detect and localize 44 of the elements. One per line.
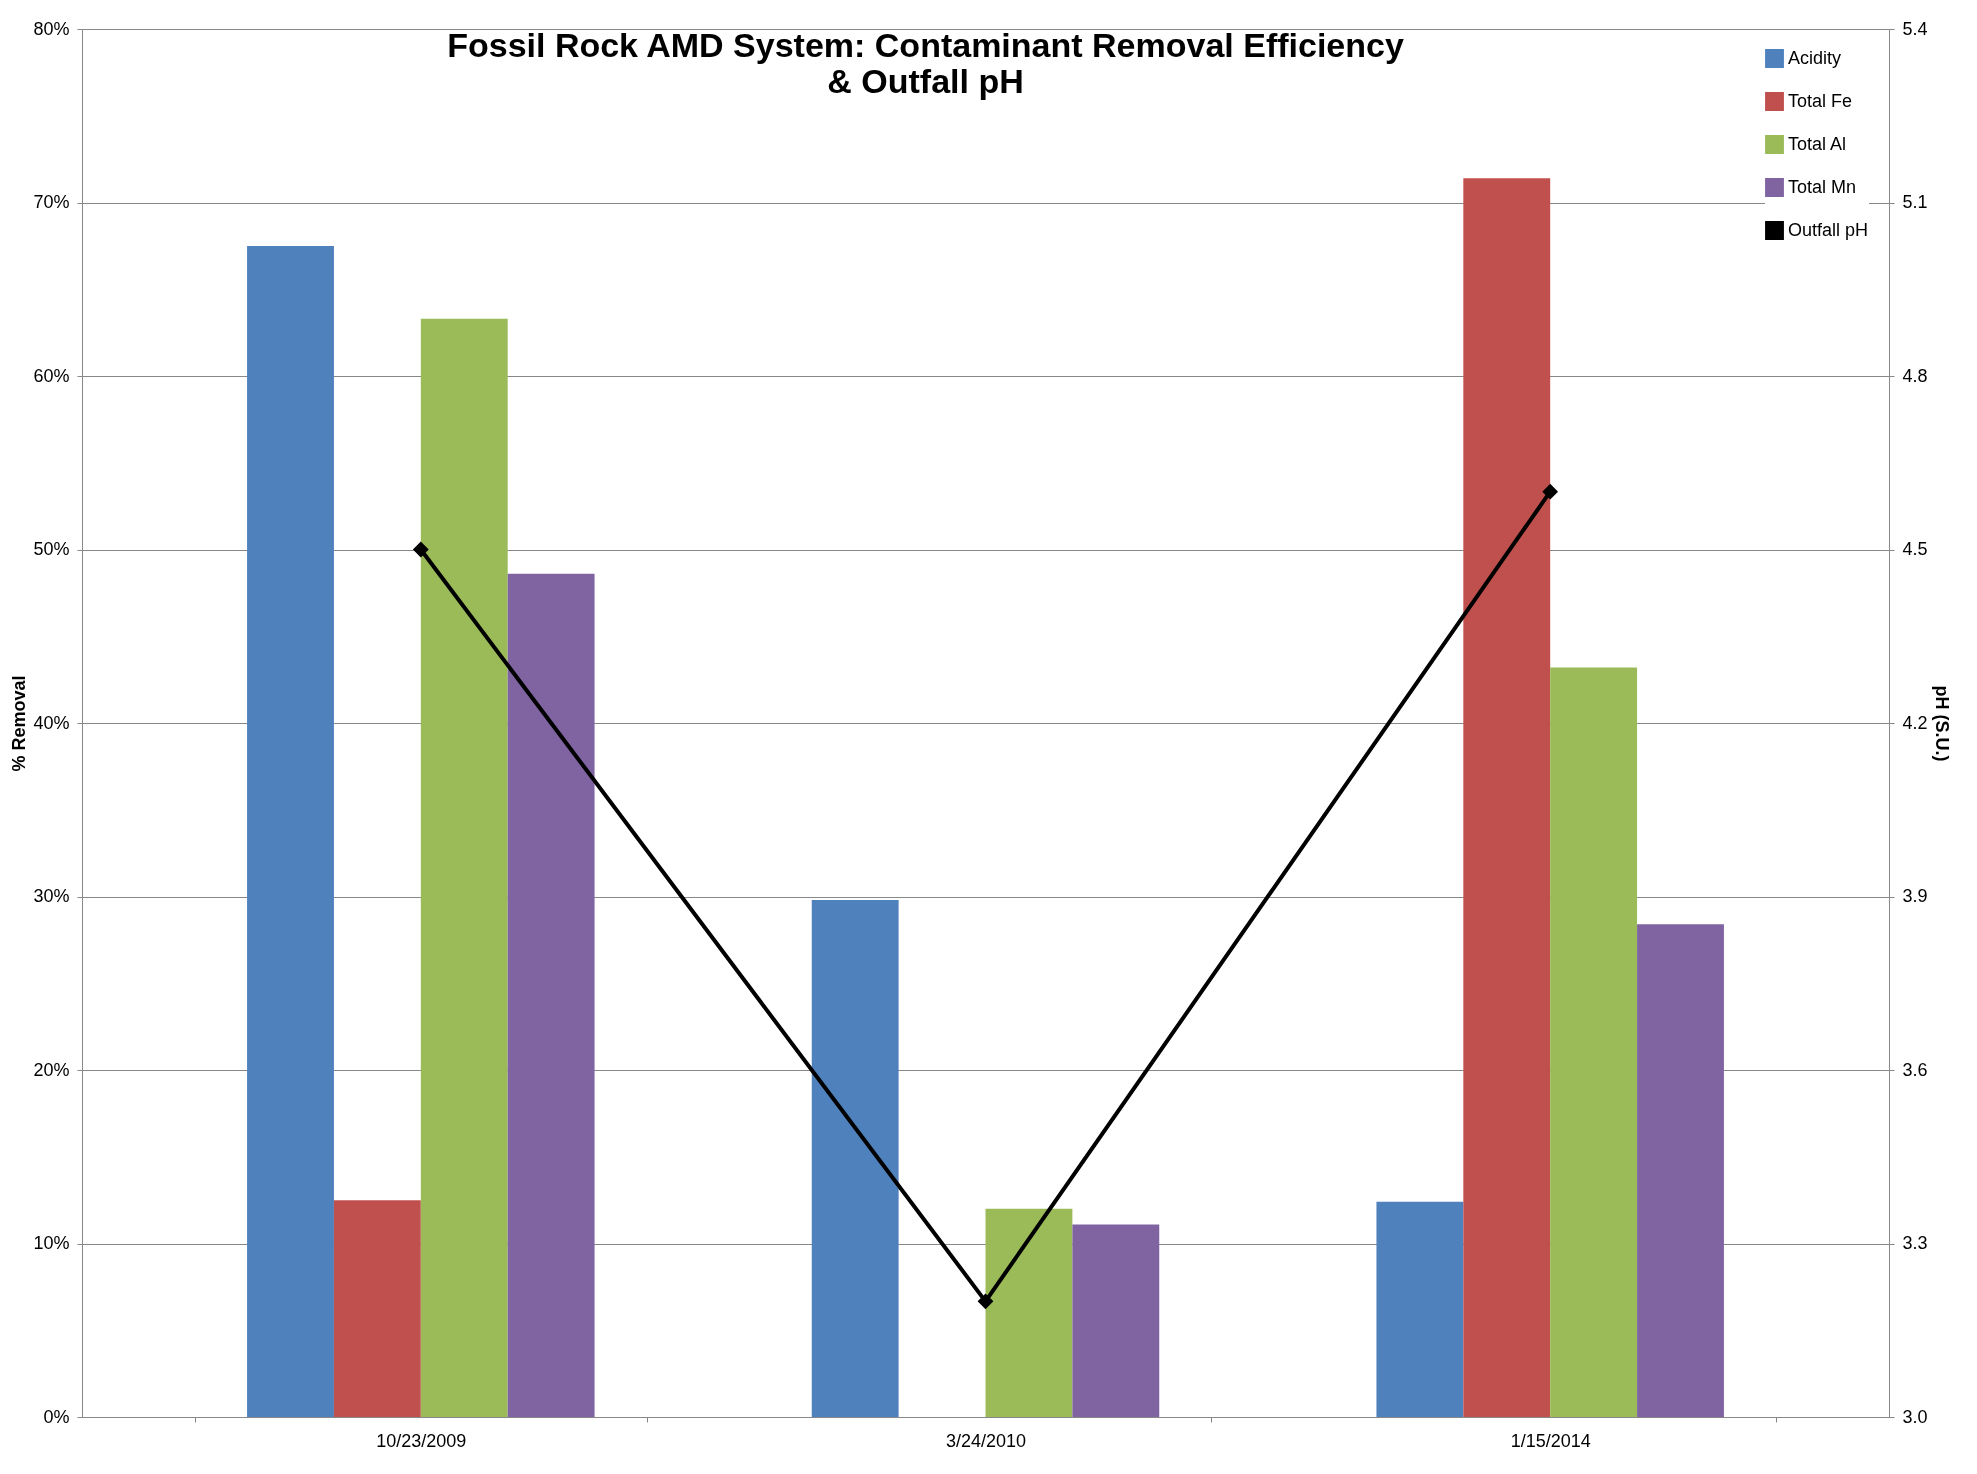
text: Fossil Rock AMD System: Contaminant Removal Efficiency [447, 26, 1404, 64]
point [1542, 483, 1559, 500]
y-tick-label: 60% [33, 365, 70, 386]
y2-tick-label: 3.3 [1902, 1233, 1928, 1253]
y-tick-label: 70% [33, 192, 70, 212]
x-tick-label: 1/15/2014 [1510, 1430, 1591, 1451]
bar [1072, 1224, 1160, 1417]
y2-tick-label: 3.0 [1902, 1406, 1928, 1427]
y2-tick-label: 5.1 [1902, 192, 1928, 212]
y2-axis-title: pH (S.U.) [1931, 685, 1952, 762]
y-tick-label: 10% [33, 1233, 70, 1253]
legend-label: Outfall pH [1788, 219, 1869, 240]
y2-tick-label: 5.4 [1902, 18, 1928, 39]
legend-label: Acidity [1788, 47, 1842, 68]
bar [811, 899, 899, 1417]
y-tick-label: 20% [33, 1059, 70, 1080]
x-tick-label: 10/23/2009 [376, 1430, 467, 1451]
y-tick-label: 30% [33, 886, 70, 906]
y-tick-label: 0% [43, 1406, 70, 1427]
x-tick-label: 3/24/2010 [945, 1430, 1027, 1451]
point [977, 1293, 994, 1310]
bar [1463, 178, 1551, 1417]
legend-label: Total Fe [1788, 90, 1853, 111]
y-tick-label: 50% [33, 539, 70, 559]
legend-label: Total Al [1788, 133, 1847, 154]
y2-tick-label: 4.2 [1902, 712, 1928, 733]
y2-tick-label: 3.9 [1902, 886, 1928, 906]
text: & Outfall pH [827, 62, 1024, 100]
y2-tick-label: 4.8 [1902, 365, 1928, 386]
bar [1376, 1201, 1464, 1417]
bar [985, 1208, 1073, 1417]
y-tick-label: 80% [33, 18, 70, 39]
y-tick-label: 40% [33, 712, 70, 733]
y2-tick-label: 4.5 [1902, 539, 1928, 559]
bar [247, 245, 334, 1417]
bar [507, 573, 595, 1417]
bar [420, 318, 508, 1417]
y-axis-title: % Removal [9, 675, 30, 772]
bar [1550, 667, 1638, 1417]
y2-tick-label: 3.6 [1902, 1059, 1928, 1080]
point [412, 541, 429, 558]
legend-label: Total Mn [1788, 176, 1857, 197]
bar [333, 1200, 421, 1417]
bar [1637, 924, 1724, 1417]
